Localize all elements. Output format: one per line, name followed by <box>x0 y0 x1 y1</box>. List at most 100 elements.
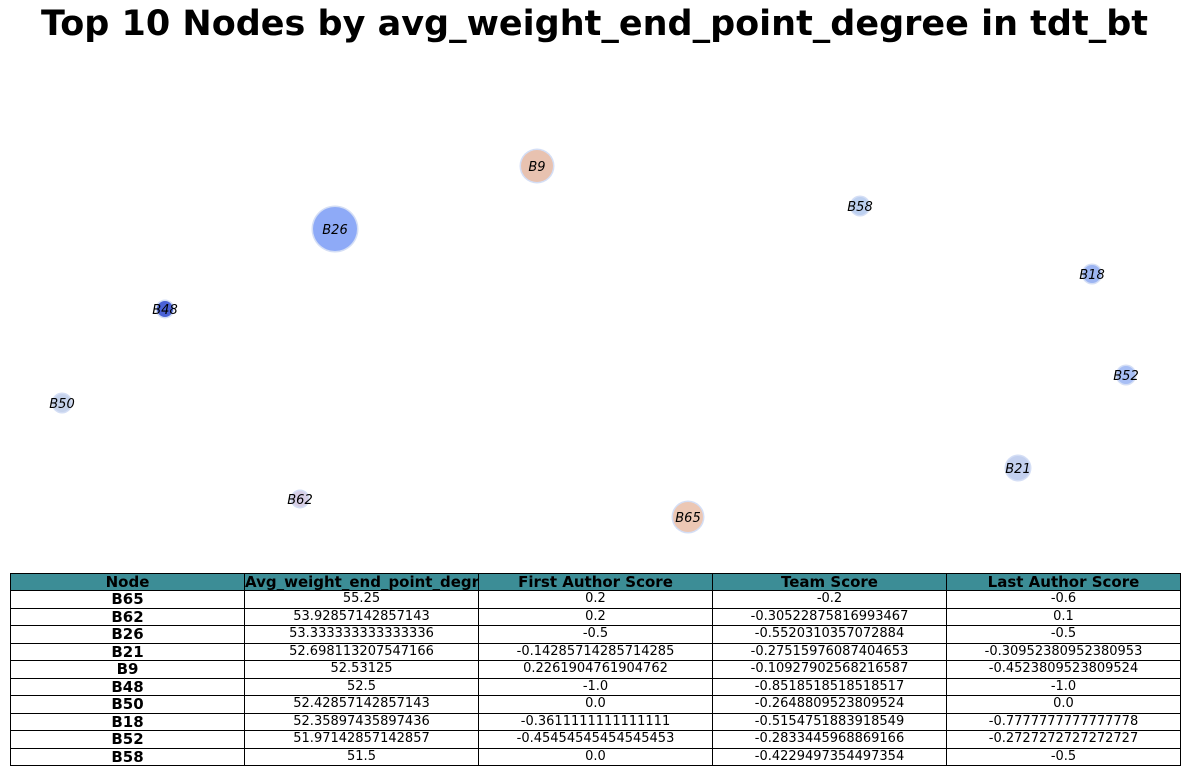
table-row: B18 52.35897435897436 -0.3611111111111111-… <box>10 712 1181 731</box>
cell-first-author-score: -0.14285714285714285 <box>478 642 713 661</box>
cell-avg-weight: 52.42857142857143 <box>244 695 479 714</box>
table-row: B65 55.25 0.2 -0.2 -0.6 <box>10 590 1181 609</box>
table-row: B50 52.42857142857143 0.0 -0.26488095238095… <box>10 695 1181 714</box>
node-label: B26 <box>322 223 347 238</box>
cell-first-author-score: -0.45454545454545453 <box>478 730 713 749</box>
table-row: B48 52.5 -1.0 -0.8518518518518517 -1.0 <box>10 677 1181 696</box>
cell-team-score: -0.5154751883918549 <box>712 712 947 731</box>
graph-node-b18: B18 <box>1079 263 1105 285</box>
cell-avg-weight: 55.25 <box>244 590 479 609</box>
cell-last-author-score: 0.1 <box>946 607 1181 626</box>
graph-node-b52: B52 <box>1113 364 1139 386</box>
graph-node-b26: B26 <box>311 205 359 253</box>
cell-last-author-score: -0.4523809523809524 <box>946 660 1181 679</box>
cell-first-author-score: -0.3611111111111111 <box>478 712 713 731</box>
table-row: B9 52.53125 0.2261904761904762 -0.109279025… <box>10 660 1181 679</box>
node-label: B18 <box>1079 268 1104 283</box>
cell-node: B58 <box>10 747 245 766</box>
node-circle <box>292 491 308 507</box>
table-row: B58 51.5 0.0 -0.4229497354497354 -0.5 <box>10 747 1181 766</box>
cell-first-author-score: 0.2 <box>478 607 713 626</box>
node-label: B52 <box>1113 369 1138 384</box>
cell-last-author-score: -0.30952380952380953 <box>946 642 1181 661</box>
cell-team-score: -0.4229497354497354 <box>712 747 947 766</box>
cell-node: B21 <box>10 642 245 661</box>
cell-node: B48 <box>10 677 245 696</box>
node-label: B50 <box>49 397 74 412</box>
cell-node: B50 <box>10 695 245 714</box>
graph-node-b9: B9 <box>519 148 555 184</box>
node-circle <box>1006 456 1030 480</box>
graph-node-b65: B65 <box>671 500 705 534</box>
graph-node-b62: B62 <box>287 489 313 509</box>
cell-avg-weight: 52.35897435897436 <box>244 712 479 731</box>
cell-team-score: -0.8518518518518517 <box>712 677 947 696</box>
cell-node: B65 <box>10 590 245 609</box>
table-header-row: Node Avg_weight_end_point_degr First Aut… <box>10 573 1181 591</box>
graph-node-b21: B21 <box>1004 454 1032 482</box>
node-circle <box>313 207 357 251</box>
cell-first-author-score: 0.2 <box>478 590 713 609</box>
cell-avg-weight: 52.53125 <box>244 660 479 679</box>
node-label: B9 <box>528 160 545 175</box>
cell-team-score: -0.2833445968869166 <box>712 730 947 749</box>
cell-node: B52 <box>10 730 245 749</box>
cell-team-score: -0.2 <box>712 590 947 609</box>
node-circle <box>673 502 703 532</box>
cell-team-score: -0.10927902568216587 <box>712 660 947 679</box>
cell-team-score: -0.2648809523809524 <box>712 695 947 714</box>
graph-node-b58: B58 <box>847 195 873 217</box>
node-label: B58 <box>847 200 872 215</box>
table-row: B52 51.97142857142857 -0.45454545454545453… <box>10 730 1181 749</box>
cell-avg-weight: 53.333333333333336 <box>244 625 479 644</box>
cell-node: B62 <box>10 607 245 626</box>
node-label: B48 <box>152 303 177 318</box>
chart-title: Top 10 Nodes by avg_weight_end_point_deg… <box>41 4 1148 44</box>
cell-node: B18 <box>10 712 245 731</box>
node-circle <box>1083 265 1101 283</box>
cell-first-author-score: 0.0 <box>478 747 713 766</box>
cell-avg-weight: 53.92857142857143 <box>244 607 479 626</box>
graph-node-b50: B50 <box>49 392 75 414</box>
table-row: B62 53.92857142857143 0.2 -0.30522875816993… <box>10 607 1181 626</box>
cell-first-author-score: 0.0 <box>478 695 713 714</box>
node-circle <box>157 301 173 317</box>
cell-last-author-score: -1.0 <box>946 677 1181 696</box>
column-header-avg-weight: Avg_weight_end_point_degr <box>244 573 479 591</box>
node-circle <box>53 394 71 412</box>
cell-team-score: -0.5520310357072884 <box>712 625 947 644</box>
cell-node: B26 <box>10 625 245 644</box>
cell-node: B9 <box>10 660 245 679</box>
cell-avg-weight: 51.5 <box>244 747 479 766</box>
node-circle <box>851 197 869 215</box>
network-graph: B26 B9 B58 B18 B48 B52 B50 B21 B62 B65 <box>49 148 1139 534</box>
node-circle <box>1117 366 1135 384</box>
node-circle <box>521 150 553 182</box>
graph-node-b48: B48 <box>152 299 178 319</box>
cell-team-score: -0.27515976087404653 <box>712 642 947 661</box>
cell-last-author-score: -0.5 <box>946 747 1181 766</box>
cell-avg-weight: 52.698113207547166 <box>244 642 479 661</box>
column-header-team-score: Team Score <box>712 573 947 591</box>
node-label: B62 <box>287 493 312 508</box>
cell-first-author-score: 0.2261904761904762 <box>478 660 713 679</box>
cell-last-author-score: 0.0 <box>946 695 1181 714</box>
table-row: B21 52.698113207547166 -0.1428571428571428… <box>10 642 1181 661</box>
cell-avg-weight: 52.5 <box>244 677 479 696</box>
node-label: B21 <box>1005 462 1030 477</box>
cell-first-author-score: -0.5 <box>478 625 713 644</box>
cell-last-author-score: -0.6 <box>946 590 1181 609</box>
cell-avg-weight: 51.97142857142857 <box>244 730 479 749</box>
column-header-first-author-score: First Author Score <box>478 573 713 591</box>
cell-first-author-score: -1.0 <box>478 677 713 696</box>
column-header-node: Node <box>10 573 245 591</box>
cell-last-author-score: -0.5 <box>946 625 1181 644</box>
cell-last-author-score: -0.7777777777777778 <box>946 712 1181 731</box>
table-body: B65 55.25 0.2 -0.2 -0.6 B62 53.92857142857143 0… <box>10 590 1181 766</box>
node-score-table: Node Avg_weight_end_point_degr First Aut… <box>10 573 1181 766</box>
column-header-last-author-score: Last Author Score <box>946 573 1181 591</box>
cell-last-author-score: -0.2727272727272727 <box>946 730 1181 749</box>
cell-team-score: -0.30522875816993467 <box>712 607 947 626</box>
table-row: B26 53.333333333333336 -0.5 -0.552031035707… <box>10 625 1181 644</box>
node-label: B65 <box>675 511 700 526</box>
